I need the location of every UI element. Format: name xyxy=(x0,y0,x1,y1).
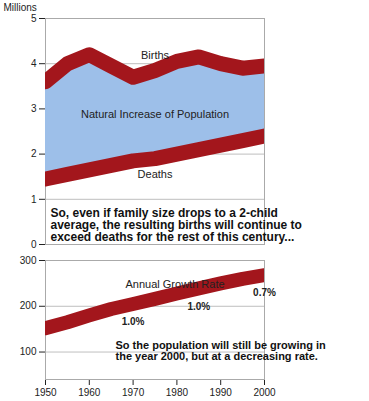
svg-text:1980: 1980 xyxy=(166,387,189,398)
svg-text:1990: 1990 xyxy=(210,387,233,398)
svg-text:3: 3 xyxy=(31,103,37,114)
svg-text:100: 100 xyxy=(20,346,37,357)
svg-text:So the population will still b: So the population will still be growing … xyxy=(116,339,326,362)
svg-text:2000: 2000 xyxy=(253,387,276,398)
svg-text:1950: 1950 xyxy=(34,387,57,398)
svg-text:1.0%: 1.0% xyxy=(122,316,145,327)
svg-text:2: 2 xyxy=(31,148,37,159)
svg-text:1: 1 xyxy=(31,194,37,205)
svg-text:0: 0 xyxy=(31,239,37,250)
svg-text:Millions: Millions xyxy=(4,2,37,13)
svg-text:0.7%: 0.7% xyxy=(253,287,276,298)
svg-text:Births: Births xyxy=(141,49,170,61)
svg-text:1970: 1970 xyxy=(122,387,145,398)
svg-text:So, even if family size drops: So, even if family size drops to a 2-chi… xyxy=(51,206,302,244)
svg-text:Annual Growth Rate: Annual Growth Rate xyxy=(126,278,225,290)
svg-text:1960: 1960 xyxy=(78,387,101,398)
svg-text:Deaths: Deaths xyxy=(138,168,173,180)
svg-text:300: 300 xyxy=(20,255,37,266)
svg-text:5: 5 xyxy=(31,13,37,24)
svg-text:4: 4 xyxy=(31,58,37,69)
svg-text:Natural Increase of Population: Natural Increase of Population xyxy=(81,108,229,120)
svg-text:200: 200 xyxy=(20,300,37,311)
svg-text:1.0%: 1.0% xyxy=(187,301,210,312)
